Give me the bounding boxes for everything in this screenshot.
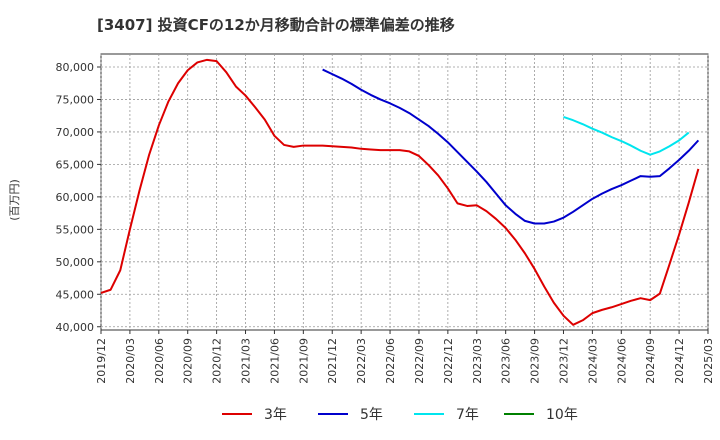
x-tick-label: 2020/06 — [153, 338, 166, 384]
series-line-3年 — [100, 58, 700, 326]
y-axis-label: (百万円) — [8, 179, 21, 221]
x-tick-label: 2020/12 — [211, 338, 224, 384]
legend-label-7年: 7年 — [456, 407, 479, 423]
x-tick-label: 2023/06 — [500, 338, 513, 384]
legend-label-5年: 5年 — [360, 407, 383, 423]
x-tick-label: 2021/12 — [326, 338, 339, 384]
series-line-5年 — [322, 68, 700, 225]
x-tick-label: 2019/12 — [95, 338, 108, 384]
x-tick-label: 2020/09 — [182, 338, 195, 384]
x-tick-label: 2024/09 — [644, 338, 657, 384]
x-tick-label: 2021/09 — [297, 338, 310, 384]
x-tick-label: 2022/12 — [442, 338, 455, 384]
y-tick-label: 55,000 — [56, 223, 95, 236]
x-tick-label: 2023/03 — [471, 338, 484, 384]
x-tick-label: 2023/12 — [557, 338, 570, 384]
chart-title: [3407] 投資CFの12か月移動合計の標準偏差の推移 — [97, 16, 455, 34]
series-lines — [100, 58, 700, 326]
x-tick-label: 2024/06 — [615, 338, 628, 384]
x-tick-label: 2024/12 — [673, 338, 686, 384]
legend-label-10年: 10年 — [546, 407, 578, 423]
y-axis: 40,000 45,000 50,000 55,000 60,000 65,000 70,0… — [56, 61, 101, 334]
x-tick-label: 2020/03 — [124, 338, 137, 384]
grid — [100, 54, 709, 330]
x-tick-label: 2022/03 — [355, 338, 368, 384]
y-tick-label: 80,000 — [56, 61, 95, 74]
y-tick-label: 40,000 — [56, 321, 95, 334]
y-tick-label: 45,000 — [56, 288, 95, 301]
y-tick-label: 60,000 — [56, 191, 95, 204]
x-tick-label: 2024/03 — [586, 338, 599, 384]
y-tick-label: 50,000 — [56, 256, 95, 269]
y-tick-label: 70,000 — [56, 126, 95, 139]
series-line-7年 — [563, 116, 690, 156]
x-tick-label: 2021/03 — [240, 338, 253, 384]
x-tick-label: 2022/06 — [384, 338, 397, 384]
x-tick-label: 2025/03 — [702, 338, 715, 384]
y-tick-label: 75,000 — [56, 93, 95, 106]
legend-label-3年: 3年 — [264, 407, 287, 423]
x-tick-label: 2023/09 — [529, 338, 542, 384]
x-tick-label: 2021/06 — [268, 338, 281, 384]
x-tick-label: 2022/09 — [413, 338, 426, 384]
x-axis: 2019/12 2020/03 2020/06 2020/09 2020/12 2021/… — [95, 330, 715, 384]
legend: 3年 5年 7年 10年 — [222, 407, 578, 423]
y-tick-label: 65,000 — [56, 158, 95, 171]
plot-area — [100, 53, 709, 331]
